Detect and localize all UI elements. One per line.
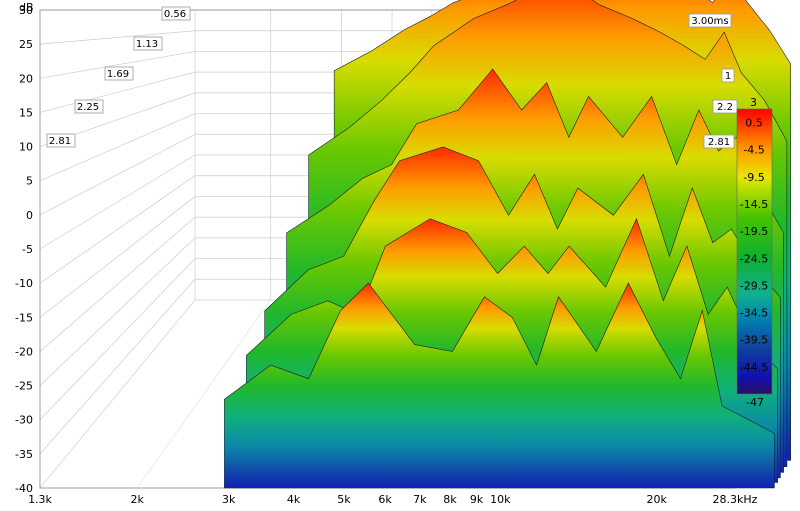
grid-line-y (39, 279, 196, 455)
x-tick-label: 1.3k (28, 493, 52, 506)
grid-line-y (39, 237, 196, 386)
grid-line-y (39, 133, 196, 216)
colorbar-tick-label: 0.5 (745, 117, 763, 130)
x-tick-label: 8k (443, 493, 457, 506)
time-label-right: 3.00ms (691, 16, 728, 27)
y-axis-label: dB (19, 1, 34, 14)
grid-line-y (39, 154, 196, 250)
grid-line-depth (39, 299, 196, 489)
time-label-box (688, 13, 732, 28)
colorbar-top-label: 3 (750, 96, 757, 109)
time-label-right: 2.2 (717, 102, 733, 113)
y-tick-label: 20 (19, 72, 33, 85)
time-label-left: 2.25 (77, 102, 99, 113)
colorbar-tick-label: -24.5 (740, 252, 768, 265)
colorbar-tick-label: -14.5 (740, 198, 768, 211)
x-tick-label: 20k (646, 493, 667, 506)
colorbar: 3 -47 0.5 -4.5 -9.5 -14.5 -19.5 -24.5 -29.5 -34… (736, 96, 773, 409)
time-label-box (104, 66, 134, 81)
y-tick-label: -40 (15, 482, 33, 495)
y-tick-label: -35 (15, 448, 33, 461)
time-label-left: 1.13 (136, 39, 158, 50)
time-label-right: 2.81 (708, 137, 730, 148)
time-label-left: 2.81 (49, 136, 71, 147)
x-tick-label: 7k (413, 493, 427, 506)
y-tick-label: -20 (15, 345, 33, 358)
colorbar-tick-label: -19.5 (740, 225, 768, 238)
x-tick-label: 9k (470, 493, 484, 506)
grid-line-y (39, 30, 196, 45)
x-tick-label: 5k (337, 493, 351, 506)
time-label-box (74, 99, 104, 114)
axes: 30 25 20 15 10 5 0 -5 -10 -15 -20 -25 -30 -35 -401.3k 2… (15, 4, 758, 506)
time-label-box (712, 99, 738, 114)
colorbar-gradient (736, 108, 773, 395)
time-label-right: 1 (725, 71, 731, 82)
colorbar-tick-label: -34.5 (740, 307, 768, 320)
colorbar-tick-label: -9.5 (743, 171, 764, 184)
grid-line-y (39, 113, 196, 182)
waterfall-slices (224, 0, 791, 489)
time-label-box (161, 6, 191, 21)
time-label-box (721, 68, 735, 83)
y-tick-label: 10 (19, 141, 33, 154)
x-tick-label: 10k (490, 493, 511, 506)
x-tick-label: 6k (378, 493, 392, 506)
y-tick-label: 30 (19, 4, 33, 17)
x-tick-label: 3k (222, 493, 236, 506)
time-label-box (133, 36, 163, 51)
grid-line-y (39, 258, 196, 420)
grid-line-depth (136, 299, 271, 489)
grid-line-y (39, 71, 196, 113)
y-tick-label: -10 (15, 277, 33, 290)
grid-line-y (39, 196, 196, 318)
time-label-left: 1.69 (107, 69, 129, 80)
colorbar-tick-label: -4.5 (743, 144, 764, 157)
time-label-box (46, 133, 76, 148)
y-tick-label: -15 (15, 311, 33, 324)
waterfall-slice (224, 282, 775, 489)
y-tick-label: 0 (26, 209, 33, 222)
y-tick-label: 25 (19, 38, 33, 51)
colorbar-tick-label: -29.5 (740, 279, 768, 292)
grid-line-y (39, 175, 196, 284)
x-tick-label: 4k (287, 493, 301, 506)
y-tick-label: -5 (22, 243, 33, 256)
colorbar-tick-label: -44.5 (740, 361, 768, 374)
x-tick-label: 28.3kHz (713, 493, 758, 506)
y-tick-label: -25 (15, 380, 33, 393)
y-tick-label: -30 (15, 414, 33, 427)
grid-line-y (39, 216, 196, 352)
time-label-left: 0.56 (164, 9, 186, 20)
grid-line-y (39, 51, 196, 79)
colorbar-tick-label: -39.5 (740, 334, 768, 347)
time-label-box (703, 134, 735, 149)
x-tick-label: 2k (131, 493, 145, 506)
y-tick-label: 5 (26, 175, 33, 188)
y-tick-label: 15 (19, 106, 33, 119)
colorbar-ticks: 0.5 -4.5 -9.5 -14.5 -19.5 -24.5 -29.5 -34.5 -39.… (740, 117, 768, 374)
colorbar-bottom-label: -47 (746, 396, 764, 409)
